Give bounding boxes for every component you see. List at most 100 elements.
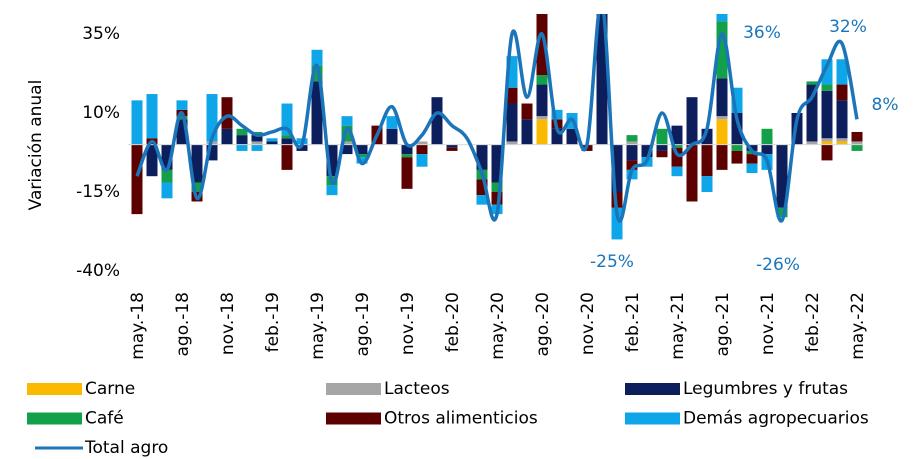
bar-segment — [626, 144, 638, 161]
bar-segment — [761, 128, 773, 145]
bar-segment — [236, 135, 248, 145]
bar-segment — [836, 84, 848, 101]
bar-segment — [311, 49, 323, 66]
bar-segment — [176, 100, 188, 110]
bar-segment — [716, 78, 728, 117]
bar-segment — [341, 116, 353, 126]
x-tick-label: ago.-21 — [713, 292, 733, 356]
bar-segment — [536, 14, 548, 76]
bar-segment — [851, 144, 863, 151]
bar-segment — [176, 116, 188, 120]
bar-segment — [536, 75, 548, 85]
bar-segment — [746, 154, 758, 164]
bar-segment — [671, 144, 683, 148]
bar-segment — [731, 87, 743, 113]
bar-segment — [596, 14, 608, 145]
bar-segment — [356, 144, 368, 155]
x-tick-label: nov.-19 — [398, 292, 418, 355]
bar-segment — [281, 135, 293, 139]
bar-segment — [161, 169, 173, 183]
bar-segment — [281, 103, 293, 136]
bar-segment — [401, 144, 413, 155]
bar-segment — [131, 100, 143, 145]
bar-segment — [701, 128, 713, 145]
legend-swatch — [326, 383, 381, 395]
bar-segment — [701, 176, 713, 192]
bar-segment — [836, 100, 848, 139]
bar-segment — [491, 192, 503, 205]
legend-label: Carne — [85, 379, 135, 399]
bar-segment — [401, 154, 413, 158]
bar-segment — [626, 160, 638, 170]
bar-segment — [551, 128, 563, 145]
bar-segment — [641, 144, 653, 158]
bar-segment — [506, 103, 518, 142]
y-axis-label: Variación anual — [26, 80, 46, 211]
bar-segment — [356, 154, 368, 158]
legend-swatch — [27, 383, 82, 395]
bar-segment — [836, 141, 848, 145]
x-tick-label: ago.-20 — [533, 292, 553, 356]
bar-segment — [821, 144, 833, 161]
bar-segment — [476, 144, 488, 170]
bar-segment — [221, 97, 233, 129]
y-tick-label: 35% — [82, 24, 120, 44]
bar-segment — [806, 81, 818, 85]
bar-segment — [626, 141, 638, 145]
x-tick-label: feb.-21 — [623, 292, 643, 352]
bar-segment — [566, 128, 578, 145]
bar-segment — [537, 0, 548, 12]
bar-segment — [851, 131, 863, 142]
bar-segment — [161, 144, 173, 170]
x-tick-label: ago.-18 — [173, 292, 193, 356]
x-tick-label: nov.-20 — [578, 292, 598, 355]
bar-segment — [356, 157, 368, 164]
bar-segment — [491, 182, 503, 192]
bar-segment — [761, 144, 773, 155]
bar-segment — [476, 195, 488, 205]
bar-segment — [386, 116, 398, 129]
legend-label: Lacteos — [384, 379, 450, 399]
bar-segment — [146, 144, 158, 177]
annotation: 32% — [829, 17, 867, 37]
bar-segment — [251, 141, 263, 145]
y-tick-label: -15% — [76, 182, 120, 202]
bar-segment — [536, 116, 548, 120]
bar-segment — [341, 141, 353, 145]
bar-segment — [686, 97, 698, 145]
legend-label: Otros alimenticios — [384, 409, 538, 429]
x-tick-label: ago.-19 — [353, 292, 373, 356]
bar-segment — [416, 144, 428, 155]
x-tick-label: may.-19 — [308, 292, 328, 360]
bar-segment — [656, 128, 668, 145]
bar-segment — [446, 147, 458, 151]
bar-segment — [731, 144, 743, 151]
bar-segment — [506, 56, 518, 88]
bar-segment — [821, 141, 833, 145]
y-tick-label: -40% — [76, 261, 120, 281]
bar-segment — [551, 109, 563, 120]
bar-segment — [281, 138, 293, 145]
bar-segment — [671, 166, 683, 177]
bar-segment — [266, 141, 278, 145]
x-tick-label: nov.-18 — [218, 292, 238, 355]
bar-segment — [146, 94, 158, 139]
bar-segment — [296, 144, 308, 151]
bar-segment — [806, 84, 818, 142]
bar-segment — [266, 138, 278, 142]
bar-segment — [176, 119, 188, 145]
bar-segment — [206, 94, 218, 142]
bar-segment — [251, 135, 263, 142]
bar-segment — [416, 141, 428, 145]
bar-segment — [341, 125, 353, 142]
bar-segment — [656, 150, 668, 158]
bar-segment — [536, 84, 548, 117]
bar-segment — [191, 144, 203, 183]
bar-segment — [836, 59, 848, 85]
bar-segment — [326, 185, 338, 196]
bar-segment — [821, 84, 833, 91]
bar-segment — [716, 14, 728, 22]
legend-label: Demás agropecuarios — [683, 409, 869, 429]
x-tick-label: feb.-22 — [803, 292, 823, 352]
